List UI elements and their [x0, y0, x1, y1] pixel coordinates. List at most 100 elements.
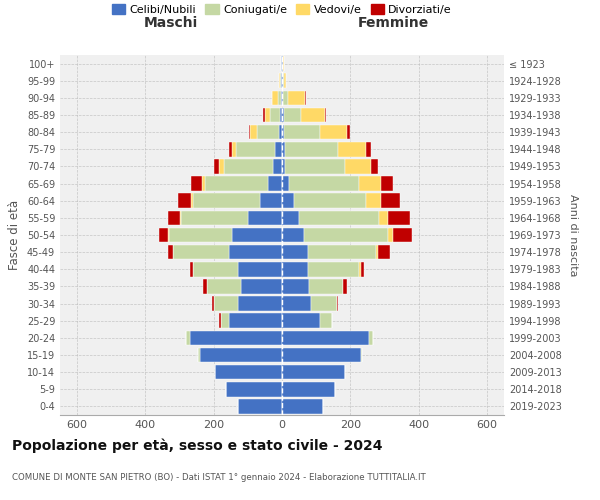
Bar: [278, 90, 281, 105]
Bar: [280, 108, 282, 122]
Bar: [304, 228, 388, 242]
Bar: [308, 262, 359, 276]
Bar: [345, 159, 371, 174]
Text: Popolazione per età, sesso e stato civile - 2024: Popolazione per età, sesso e stato civil…: [12, 438, 383, 453]
Bar: [337, 296, 338, 311]
Bar: [260, 194, 282, 208]
Bar: [248, 125, 250, 140]
Bar: [199, 348, 200, 362]
Bar: [263, 108, 265, 122]
Bar: [193, 262, 238, 276]
Text: Femmine: Femmine: [358, 16, 428, 30]
Bar: [219, 159, 224, 174]
Bar: [338, 142, 365, 156]
Bar: [250, 125, 257, 140]
Bar: [281, 90, 282, 105]
Bar: [265, 108, 270, 122]
Bar: [280, 74, 281, 88]
Bar: [381, 194, 400, 208]
Bar: [191, 176, 202, 191]
Bar: [320, 125, 347, 140]
Y-axis label: Anni di nascita: Anni di nascita: [568, 194, 578, 276]
Bar: [282, 348, 361, 362]
Bar: [229, 245, 282, 260]
Bar: [282, 159, 286, 174]
Bar: [205, 176, 268, 191]
Bar: [289, 176, 359, 191]
Bar: [369, 330, 373, 345]
Bar: [268, 176, 282, 191]
Bar: [282, 228, 304, 242]
Bar: [181, 210, 248, 225]
Bar: [215, 365, 282, 380]
Bar: [187, 330, 190, 345]
Bar: [274, 159, 282, 174]
Bar: [202, 176, 205, 191]
Bar: [282, 108, 284, 122]
Bar: [288, 90, 305, 105]
Bar: [282, 330, 369, 345]
Bar: [305, 90, 306, 105]
Bar: [377, 245, 389, 260]
Bar: [270, 108, 280, 122]
Bar: [279, 125, 282, 140]
Bar: [376, 245, 377, 260]
Bar: [381, 176, 393, 191]
Bar: [272, 90, 278, 105]
Bar: [167, 245, 173, 260]
Bar: [229, 142, 232, 156]
Bar: [179, 210, 181, 225]
Bar: [173, 245, 229, 260]
Bar: [214, 159, 219, 174]
Bar: [238, 399, 282, 413]
Bar: [286, 142, 338, 156]
Bar: [388, 228, 393, 242]
Y-axis label: Fasce di età: Fasce di età: [8, 200, 21, 270]
Bar: [275, 142, 282, 156]
Bar: [236, 142, 275, 156]
Text: Maschi: Maschi: [144, 16, 198, 30]
Bar: [361, 262, 364, 276]
Bar: [281, 56, 282, 71]
Bar: [281, 74, 282, 88]
Bar: [361, 348, 362, 362]
Bar: [221, 314, 229, 328]
Bar: [284, 108, 301, 122]
Bar: [167, 228, 169, 242]
Bar: [282, 125, 284, 140]
Bar: [282, 56, 283, 71]
Bar: [282, 210, 299, 225]
Bar: [190, 330, 282, 345]
Bar: [241, 279, 282, 293]
Bar: [282, 279, 310, 293]
Bar: [282, 90, 283, 105]
Bar: [193, 194, 260, 208]
Bar: [229, 314, 282, 328]
Bar: [282, 365, 345, 380]
Bar: [212, 296, 214, 311]
Bar: [282, 142, 286, 156]
Bar: [207, 279, 241, 293]
Bar: [282, 296, 311, 311]
Bar: [219, 314, 221, 328]
Bar: [283, 56, 284, 71]
Bar: [365, 142, 371, 156]
Bar: [190, 262, 193, 276]
Bar: [226, 382, 282, 396]
Bar: [248, 210, 282, 225]
Bar: [284, 125, 320, 140]
Bar: [343, 279, 347, 293]
Bar: [284, 74, 286, 88]
Bar: [169, 228, 232, 242]
Bar: [203, 279, 207, 293]
Bar: [238, 296, 282, 311]
Bar: [301, 108, 325, 122]
Bar: [379, 210, 388, 225]
Bar: [282, 382, 335, 396]
Bar: [283, 74, 284, 88]
Bar: [232, 228, 282, 242]
Legend: Celibi/Nubili, Coniugati/e, Vedovi/e, Divorziati/e: Celibi/Nubili, Coniugati/e, Vedovi/e, Di…: [107, 0, 457, 19]
Bar: [214, 296, 238, 311]
Text: COMUNE DI MONTE SAN PIETRO (BO) - Dati ISTAT 1° gennaio 2024 - Elaborazione TUTT: COMUNE DI MONTE SAN PIETRO (BO) - Dati I…: [12, 473, 426, 482]
Bar: [294, 194, 365, 208]
